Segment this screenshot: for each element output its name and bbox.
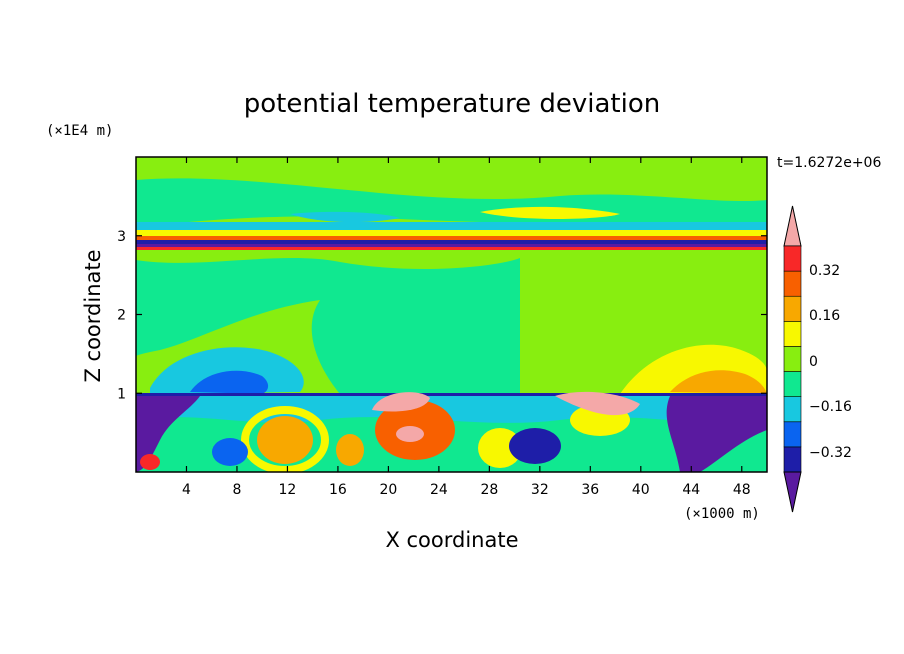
lower-purple-right	[666, 396, 767, 472]
eddy-pink-1	[396, 426, 424, 442]
colorbar-labels: 0.32 0.16 0 −0.16 −0.32	[809, 263, 852, 461]
x-tick-label: 4	[182, 482, 191, 498]
top-cyan-streak	[290, 211, 400, 223]
tropopause-yellow	[136, 230, 767, 236]
chart-title: potential temperature deviation	[244, 89, 660, 119]
colorbar-label: −0.16	[809, 399, 852, 415]
eddy-orange-1	[257, 416, 313, 464]
interface-line	[136, 393, 767, 396]
x-tick-label: 48	[733, 482, 751, 498]
x-tick-label: 16	[329, 482, 347, 498]
x-unit-label: (×1000 m)	[684, 506, 760, 522]
colorbar	[783, 205, 802, 513]
colorbar-swatch	[783, 295, 802, 322]
x-tick-label: 36	[581, 482, 599, 498]
y-axis-label: Z coordinate	[81, 249, 105, 382]
colorbar-swatch	[783, 446, 802, 473]
pink-blob-right	[555, 391, 640, 416]
x-tick-label: 12	[279, 482, 297, 498]
colorbar-top-arrow	[783, 205, 802, 247]
lower-purple-left	[136, 396, 200, 472]
y-tick-label: 2	[117, 308, 126, 324]
heatmap-field	[136, 157, 767, 472]
colorbar-swatch	[783, 421, 802, 448]
x-tick-label: 44	[682, 482, 700, 498]
colorbar-bottom-arrow	[783, 471, 802, 513]
colorbar-label: 0	[809, 354, 818, 370]
eddy-yellow-2	[478, 428, 522, 468]
y-tick-label: 1	[117, 386, 126, 402]
right-orange-patch	[670, 370, 767, 394]
y-tick-label: 3	[117, 229, 126, 245]
x-tick-label: 20	[379, 482, 397, 498]
time-label: t=1.6272e+06	[777, 155, 881, 171]
mid-green-zone	[136, 258, 520, 394]
top-yellow-streak	[480, 206, 620, 219]
eddy-blue-2	[212, 438, 248, 466]
colorbar-swatch	[783, 346, 802, 372]
left-blue-patch	[190, 370, 269, 394]
colorbar-swatch	[783, 245, 802, 272]
y-axis: 1 2 3	[117, 229, 767, 402]
x-tick-label: 40	[632, 482, 650, 498]
x-tick-label: 8	[232, 482, 241, 498]
x-tick-label: 24	[430, 482, 448, 498]
eddy-red-1	[140, 454, 160, 470]
colorbar-label: 0.32	[809, 263, 840, 279]
eddy-yellow-1	[241, 406, 329, 472]
tropopause-orange	[136, 236, 767, 240]
eddy-orange-3	[336, 434, 364, 466]
eddy-blue-1	[509, 428, 561, 464]
x-tick-label: 32	[531, 482, 549, 498]
colorbar-swatch	[783, 371, 802, 397]
tropopause-blue	[136, 240, 767, 244]
pink-blob-left	[372, 392, 430, 412]
colorbar-swatch	[783, 270, 802, 297]
colorbar-label: −0.32	[809, 445, 852, 461]
colorbar-swatch	[783, 321, 802, 347]
upper-green-band	[136, 178, 767, 230]
y-unit-label: (×1E4 m)	[46, 123, 113, 139]
x-axis-label: X coordinate	[385, 528, 518, 552]
x-tick-label: 28	[480, 482, 498, 498]
x-axis: 4 8 12 16 20 24 28 32 36 40 44 48	[182, 157, 751, 498]
tropopause-purple	[136, 244, 767, 247]
tropopause-red	[136, 247, 767, 250]
colorbar-label: 0.16	[809, 308, 840, 324]
colorbar-swatch	[783, 396, 802, 423]
